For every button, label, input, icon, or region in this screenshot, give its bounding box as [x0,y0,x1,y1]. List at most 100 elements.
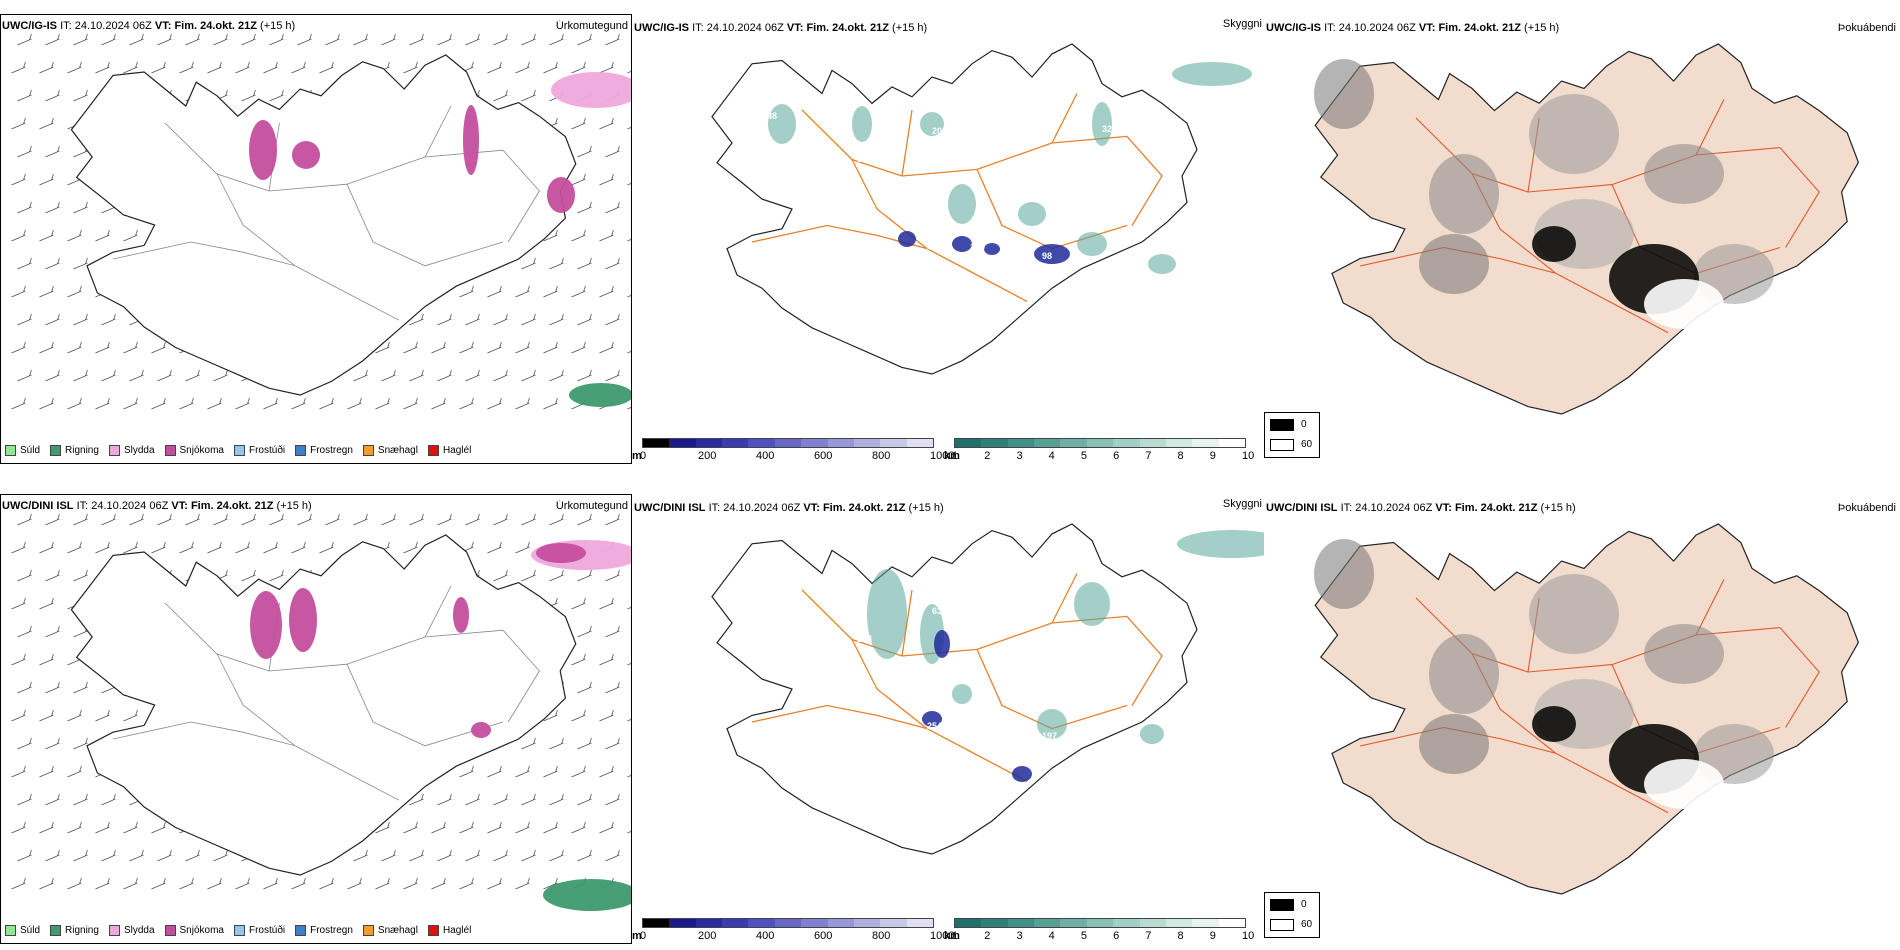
wind-barb [515,285,530,298]
ceiling-value-label: 371 [762,591,777,601]
low-visibility-area [1018,202,1046,226]
wind-barb [437,33,452,46]
scale-segment [801,439,828,447]
wind-barb [179,61,194,74]
wind-barb [39,341,54,354]
wind-barb [459,341,474,354]
wind-barb [381,849,396,862]
wind-barb [493,793,508,806]
wind-barb [403,821,418,834]
wind-barb [605,145,620,158]
wind-barb [157,369,172,382]
scale-tick-label: 3 [1016,450,1023,462]
wind-barb [67,541,82,554]
legend-swatch [108,925,120,936]
visibility-scale-1: km 1 2 3 4 5 6 7 8 9 10 [944,438,1264,464]
scale-segment [669,439,696,447]
wind-barb [213,513,228,526]
wind-barb [17,849,32,862]
wind-barb [409,513,424,526]
wind-barb [39,285,54,298]
wind-barb [571,709,586,722]
legend-item: Snæhagl [362,925,418,936]
fog-area [1419,234,1489,294]
scale-tick-label: 200 [698,450,717,462]
wind-barb [73,257,88,270]
wind-barb [45,201,60,214]
lead-time: (+15 h) [892,22,928,34]
wind-barb [403,541,418,554]
scale-colorbar [954,918,1246,928]
sleet-area [551,72,631,108]
wind-barb [577,793,592,806]
scale-tick-label: 4 [1048,930,1055,942]
wind-barb [521,849,536,862]
wind-barb [515,541,530,554]
wind-barb [67,821,82,834]
wind-barb [459,877,474,890]
cloud-key-value: 60 [1301,439,1313,450]
wind-barb [549,369,564,382]
road-line [1051,573,1078,624]
fog-area [1429,634,1499,714]
wind-barb [627,351,631,354]
ceiling-value-label: 98 [1042,251,1052,261]
wind-barb [123,821,138,834]
wind-barb [207,877,222,890]
wind-barb [459,285,474,298]
wind-barb [39,397,54,410]
wind-barb [123,397,138,410]
rain-area [569,383,631,407]
wind-barb [95,821,110,834]
wind-barb [543,821,558,834]
cloud-panel-1: UWC/IG-IS IT: 24.10.2024 06Z VT: Fim. 24… [1264,14,1900,464]
param-name: Úrkomutegund [555,500,628,512]
scale-tick-label: 9 [1209,450,1216,462]
wind-barb [605,313,620,326]
wind-barb [571,597,586,610]
ceiling-value-label: 63 [932,606,942,616]
model-name: UWC/IG-IS [634,22,689,34]
legend-swatch [164,925,176,936]
wind-barb [605,681,620,694]
wind-barb [17,793,32,806]
fog-area [1644,624,1724,684]
ceiling-value-label: 125 [970,722,985,732]
wind-barb [487,341,502,354]
wind-barb [129,513,144,526]
wind-barb [17,33,32,46]
road-line [901,589,913,657]
wind-barb [521,513,536,526]
valid-time: Fim. 24.okt. 21Z [174,20,257,32]
legend-swatch [362,925,374,936]
wind-barb [577,681,592,694]
road-line [216,173,296,267]
scale-segment [827,919,854,927]
wind-barb [493,513,508,526]
wind-barb [123,877,138,890]
wind-barb [151,877,166,890]
init-time: 24.10.2024 06Z [1355,502,1433,514]
cloud-key-swatch [1270,439,1294,451]
wind-barb [571,117,586,130]
wind-barb [459,397,474,410]
scale-tick-label: 10 [1242,930,1255,942]
legend-label: Frostregn [310,445,353,456]
road-line [502,149,540,243]
wind-barb [577,569,592,582]
wind-barb [543,397,558,410]
scale-unit: m [632,930,642,942]
legend-label: Frostúði [248,445,286,456]
wind-barb [605,793,620,806]
fog-area [1529,574,1619,654]
wind-barb [347,877,362,890]
snow-area [463,105,479,175]
wind-barb [487,877,502,890]
wind-barb [11,397,26,410]
wind-barb [627,607,631,610]
it-label: IT: [60,20,72,32]
wind-barb [17,369,32,382]
ceiling-value-label: 254 [927,721,942,731]
wind-barb [213,33,228,46]
wind-barb [409,313,424,326]
